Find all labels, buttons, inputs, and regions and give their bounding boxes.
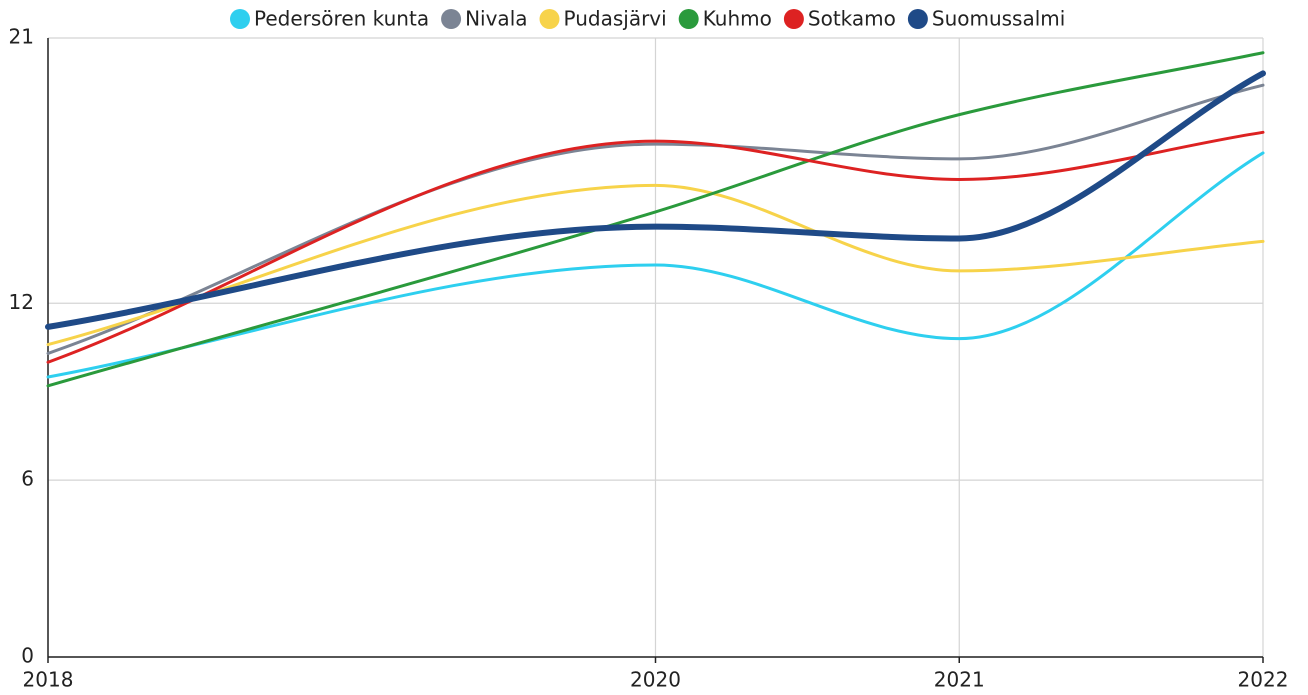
y-tick-label: 0	[21, 644, 34, 668]
legend-label: Sotkamo	[808, 7, 896, 31]
legend-marker	[230, 9, 250, 29]
line	[46, 151, 1265, 379]
x-tick-label: 2022	[1238, 668, 1289, 692]
line	[46, 51, 1265, 388]
legend-label: Kuhmo	[703, 7, 772, 31]
line	[45, 70, 1266, 330]
y-tick-label: 21	[9, 25, 34, 49]
legend-label: Suomussalmi	[932, 7, 1065, 31]
x-tick-label: 2018	[23, 668, 74, 692]
legend-marker	[783, 9, 804, 29]
legend-marker	[678, 9, 699, 29]
line	[46, 130, 1265, 364]
x-tick-label: 2021	[934, 668, 985, 692]
y-tick-label: 12	[9, 290, 34, 314]
line	[46, 183, 1265, 347]
legend-label: Pudasjärvi	[564, 7, 667, 31]
legend-marker	[539, 9, 560, 29]
legend-label: Nivala	[465, 7, 527, 31]
legend-marker	[441, 9, 462, 29]
y-tick-label: 6	[21, 467, 34, 491]
legend-marker	[907, 9, 928, 29]
x-tick-label: 2020	[630, 668, 681, 692]
legend-label: Pedersören kunta	[254, 7, 429, 31]
